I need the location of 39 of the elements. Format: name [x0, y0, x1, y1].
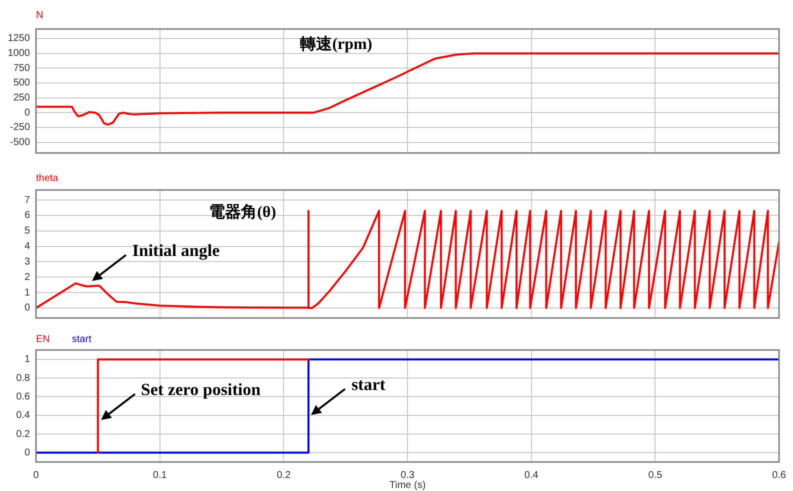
text: N — [36, 10, 44, 21]
annotation: start — [351, 375, 386, 395]
y-tick-label: 0 — [24, 447, 30, 458]
y-tick-label: 0.6 — [16, 391, 30, 402]
y-tick-label: 2 — [24, 272, 30, 283]
annotation: Initial angle — [132, 241, 220, 262]
y-tick-label: 0.4 — [16, 410, 30, 422]
y-tick-label: 7 — [24, 194, 30, 206]
text: theta — [36, 173, 58, 184]
x-tick-label: 0.5 — [648, 470, 663, 481]
y-tick-label: -500 — [10, 137, 30, 148]
y-tick-label: 1250 — [8, 33, 30, 44]
x-tick-label: 0 — [33, 470, 40, 481]
x-tick-label: 0.4 — [524, 470, 539, 481]
text: 電器角(θ) — [209, 203, 276, 222]
y-tick-label: 3 — [24, 256, 30, 268]
x-tick-label: 0.6 — [772, 470, 786, 481]
y-tick-label: 0 — [24, 302, 30, 314]
y-tick-label: 6 — [24, 210, 30, 222]
y-tick-label: 1000 — [8, 48, 30, 60]
y-tick-label: 0.2 — [16, 428, 30, 440]
annotation: Set zero position — [140, 380, 261, 400]
text: EN — [36, 334, 50, 345]
x-axis-title: Time (s) — [389, 480, 426, 491]
y-tick-label: 0 — [24, 107, 30, 118]
y-tick-label: 0.8 — [16, 372, 30, 384]
y-tick-label: -250 — [10, 122, 30, 134]
y-tick-label: 750 — [13, 62, 30, 74]
y-tick-label: 250 — [13, 92, 30, 104]
x-tick-label: 0.3 — [400, 470, 415, 481]
y-tick-label: 500 — [13, 78, 30, 89]
x-tick-label: 0.1 — [152, 470, 168, 481]
y-tick-label: 1 — [24, 354, 30, 366]
x-tick-label: 0.2 — [276, 470, 292, 481]
y-tick-label: 1 — [24, 287, 30, 298]
text: start — [72, 334, 92, 345]
chart-title: 轉速(rpm) — [299, 35, 372, 54]
y-tick-label: 5 — [24, 226, 30, 237]
y-tick-label: 4 — [24, 241, 30, 252]
